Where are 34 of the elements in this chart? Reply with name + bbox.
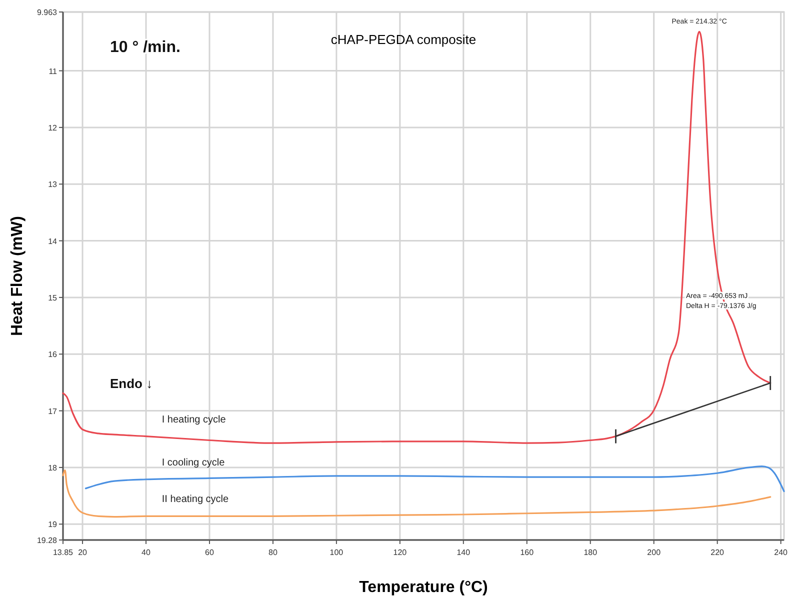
line-series [62,469,772,518]
series-label: II heating cycle [162,494,230,506]
line-series [62,30,772,444]
y-tick-label: 16 [48,350,58,360]
y-tick-label: 19.28 [36,536,58,545]
annotation: Endo ↓ [110,376,153,391]
y-tick-label: 9.963 [36,8,58,17]
x-tick-label: 240 [774,548,788,557]
x-tick-label: 13.85 [52,548,74,557]
x-tick-label: 220 [710,548,725,557]
y-axis-title: Heat Flow (mW) [9,216,26,336]
x-tick-label: 120 [393,548,408,557]
annotation: 10 ° /min. [110,39,180,56]
y-tick-label: 15 [48,293,58,302]
x-tick-label: 40 [142,548,151,557]
y-tick-label: 11 [48,66,58,76]
series-label: I heating cycle [162,414,226,426]
y-tick-label: 12 [48,123,58,132]
y-tick-label: 17 [48,406,58,416]
series-label: I cooling cycle [162,457,226,468]
x-tick-label: 100 [330,548,344,557]
y-tick-label: 19 [48,520,58,530]
x-tick-label: 80 [268,548,278,557]
x-tick-label: 180 [584,548,598,557]
x-tick-label: 60 [205,548,214,557]
x-axis-title: Temperature (°C) [359,579,488,596]
y-tick-label: 13 [48,180,58,190]
x-tick-label: 20 [78,548,88,557]
text: cHAP-PEGDA composite [330,32,476,47]
x-tick-label: 200 [647,548,662,557]
y-tick-label: 18 [48,463,58,472]
x-tick-label: 160 [520,548,534,557]
y-tick-label: 14 [48,236,58,246]
x-tick-label: 140 [456,548,471,557]
